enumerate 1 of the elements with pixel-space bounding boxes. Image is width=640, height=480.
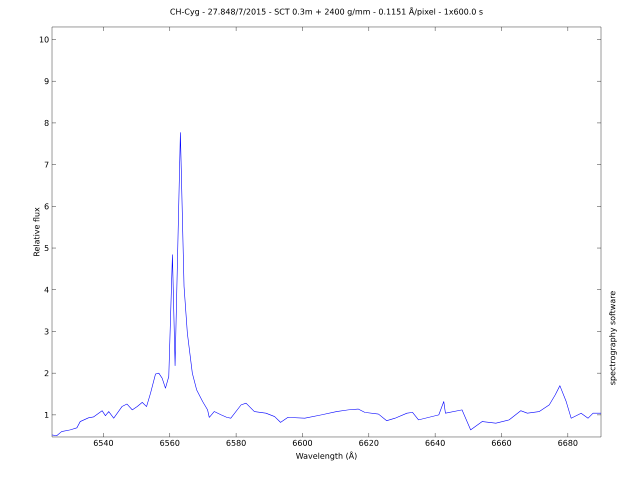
line-series	[52, 132, 602, 436]
